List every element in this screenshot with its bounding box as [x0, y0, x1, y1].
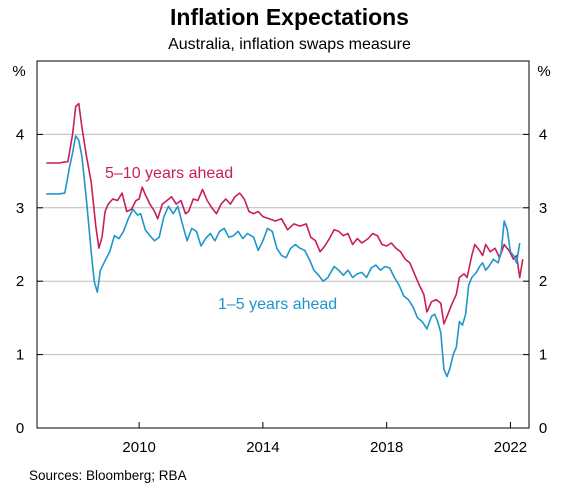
plot-frame	[36, 60, 530, 429]
series-label-1-5-years: 1–5 years ahead	[218, 296, 337, 313]
chart-title: Inflation Expectations	[170, 4, 409, 30]
y-tick-label-right: 2	[539, 273, 547, 290]
x-tick-label: 2022	[494, 439, 527, 456]
y-tick-label-left: 4	[16, 126, 24, 143]
y-unit-right: %	[537, 63, 550, 80]
series-line-1-5-years	[46, 135, 521, 378]
x-tick-label: 2010	[122, 439, 155, 456]
y-tick-label-left: 0	[16, 420, 24, 437]
y-tick-label-right: 4	[539, 126, 547, 143]
series-line-5-10-years	[46, 102, 524, 325]
y-tick-label-left: 3	[16, 200, 24, 217]
series-label-5-10-years: 5–10 years ahead	[105, 165, 233, 182]
y-tick-label-right: 1	[539, 347, 547, 364]
y-unit-left: %	[12, 63, 25, 80]
source-note: Sources: Bloomberg; RBA	[29, 468, 187, 483]
x-tick-label: 2018	[370, 439, 403, 456]
x-tick-label: 2014	[246, 439, 279, 456]
y-tick-label-right: 3	[539, 200, 547, 217]
chart-subtitle: Australia, inflation swaps measure	[168, 36, 411, 53]
y-tick-label-left: 1	[16, 347, 24, 364]
y-tick-label-left: 2	[16, 273, 24, 290]
y-tick-label-right: 0	[539, 420, 547, 437]
